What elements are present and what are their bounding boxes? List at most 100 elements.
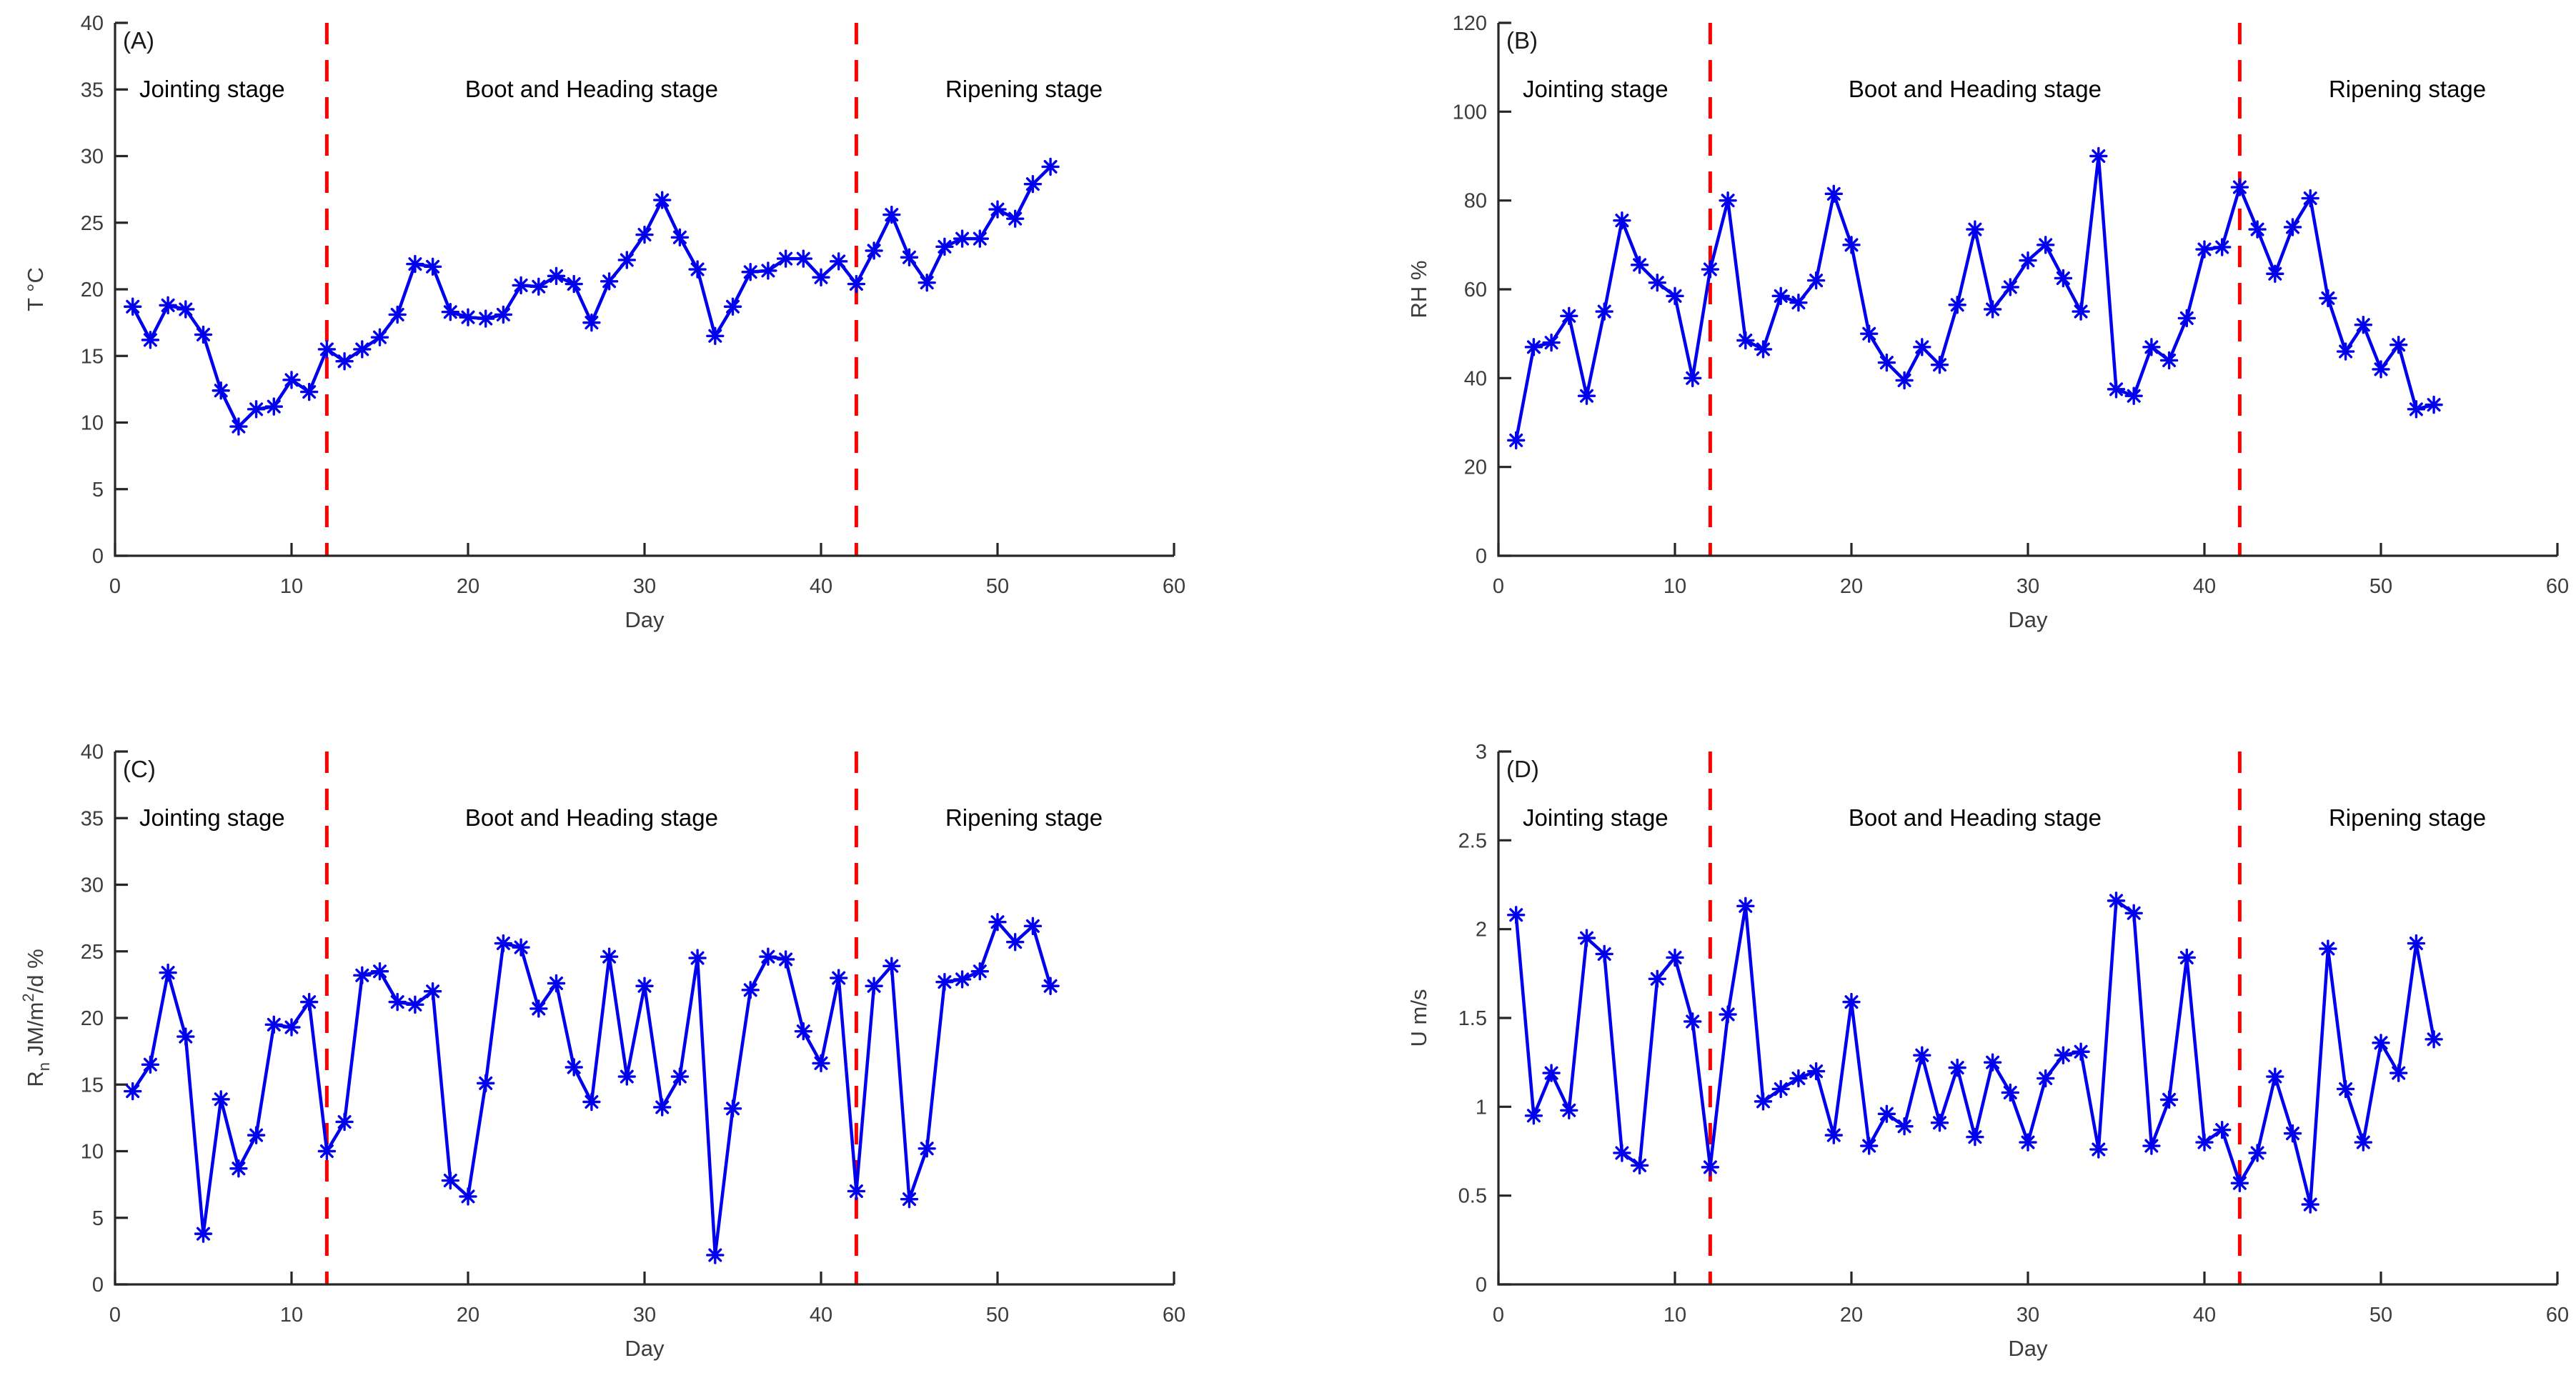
y-tick-label: 0 <box>92 1274 104 1297</box>
x-tick-label: 0 <box>1493 575 1504 598</box>
y-tick-label: 30 <box>81 874 104 897</box>
y-tick-label: 30 <box>81 146 104 169</box>
x-tick-label: 50 <box>986 575 1009 598</box>
y-tick-label: 120 <box>1453 12 1487 35</box>
y-tick-label: 35 <box>81 79 104 101</box>
x-tick-label: 20 <box>457 1304 479 1327</box>
x-tick-label: 0 <box>109 575 121 598</box>
panel-d-windspeed-chart: 0 0.5 1 1.5 2 2.5 3 0 10 20 30 40 50 60 Day U m/s Jointi… <box>1383 729 2576 1378</box>
x-tick-label: 50 <box>986 1304 1009 1327</box>
y-tick-label: 5 <box>92 479 104 501</box>
stage-label: Boot and Heading stage <box>1849 804 2102 831</box>
stage-label: Jointing stage <box>1523 804 1669 831</box>
panel-letter: (D) <box>1506 756 1539 782</box>
x-tick-label: 40 <box>2193 1304 2216 1327</box>
stage-label: Ripening stage <box>945 804 1103 831</box>
data-line <box>1514 154 2435 441</box>
x-axis-label: Day <box>625 1336 665 1361</box>
data-line <box>1514 899 2436 1207</box>
y-axis-label: Rn JM/m2/d % <box>19 949 53 1087</box>
stage-label: Jointing stage <box>139 76 285 102</box>
data-point-markers <box>1507 146 2443 450</box>
x-tick-label: 50 <box>2369 1304 2392 1327</box>
stage-label: Boot and Heading stage <box>465 76 718 102</box>
data-point-markers <box>124 913 1060 1264</box>
x-tick-label: 30 <box>2016 1304 2039 1327</box>
stage-label: Ripening stage <box>2329 76 2486 102</box>
y-tick-label: 1 <box>1476 1096 1487 1119</box>
y-tick-label: 40 <box>81 12 104 35</box>
y-tick-label: 2.5 <box>1458 829 1487 852</box>
panel-c-svg: 0 5 10 15 20 25 30 35 40 0 10 20 30 40 50 60 Day Rn JM/m2… <box>19 741 1185 1361</box>
x-tick-label: 10 <box>280 575 303 598</box>
x-tick-label: 40 <box>810 1304 832 1327</box>
y-tick-label: 20 <box>81 1007 104 1030</box>
y-tick-label: 5 <box>92 1207 104 1230</box>
y-tick-label: 25 <box>81 941 104 964</box>
data-point-markers <box>124 157 1060 436</box>
y-tick-label: 80 <box>1464 190 1487 213</box>
x-tick-label: 20 <box>1840 575 1863 598</box>
x-tick-label: 0 <box>1493 1304 1504 1327</box>
y-tick-label: 0 <box>92 545 104 568</box>
x-tick-label: 30 <box>633 575 656 598</box>
panel-letter: (A) <box>123 27 154 54</box>
panel-b-svg: 0 20 40 60 80 100 120 0 10 20 30 40 50 60 Day RH % Joint… <box>1406 12 2569 632</box>
x-tick-label: 30 <box>2016 575 2039 598</box>
stage-label: Ripening stage <box>945 76 1103 102</box>
y-tick-label: 20 <box>1464 456 1487 479</box>
x-tick-label: 30 <box>633 1304 656 1327</box>
x-tick-label: 10 <box>1664 1304 1686 1327</box>
x-tick-label: 60 <box>1163 1304 1185 1327</box>
y-tick-label: 3 <box>1476 741 1487 764</box>
y-tick-label: 35 <box>81 807 104 830</box>
y-tick-label: 10 <box>81 1141 104 1164</box>
x-tick-label: 60 <box>2546 575 2569 598</box>
data-line <box>131 920 1053 1257</box>
x-tick-label: 40 <box>2193 575 2216 598</box>
x-tick-label: 10 <box>1664 575 1686 598</box>
x-tick-label: 60 <box>2546 1304 2569 1327</box>
panel-b-humidity-chart: 0 20 40 60 80 100 120 0 10 20 30 40 50 60 Day RH % Joint… <box>1383 0 2576 649</box>
panel-c-radiation-chart: 0 5 10 15 20 25 30 35 40 0 10 20 30 40 50 60 Day Rn JM/m2… <box>0 729 1193 1378</box>
x-tick-label: 40 <box>810 575 832 598</box>
y-tick-label: 15 <box>81 1074 104 1097</box>
panel-a-temperature-chart: 0 5 10 15 20 25 30 35 40 0 10 20 30 40 50 60 Day T °C Join… <box>0 0 1193 649</box>
y-tick-label: 25 <box>81 212 104 235</box>
panel-letter: (B) <box>1506 27 1538 54</box>
y-tick-label: 10 <box>81 412 104 435</box>
stage-label: Jointing stage <box>139 804 285 831</box>
axes <box>1497 752 2557 1286</box>
y-tick-label: 60 <box>1464 279 1487 301</box>
y-tick-label: 40 <box>81 741 104 764</box>
y-axis-label: RH % <box>1406 261 1431 319</box>
stage-label: Boot and Heading stage <box>1849 76 2102 102</box>
x-tick-label: 20 <box>457 575 479 598</box>
y-tick-label: 20 <box>81 279 104 301</box>
y-axis-label: U m/s <box>1406 989 1431 1047</box>
y-tick-label: 100 <box>1453 101 1487 124</box>
y-tick-label: 1.5 <box>1458 1007 1487 1030</box>
y-tick-label: 0.5 <box>1458 1185 1487 1208</box>
data-line <box>131 165 1052 429</box>
stage-label: Ripening stage <box>2329 804 2486 831</box>
x-tick-label: 0 <box>109 1304 121 1327</box>
panel-letter: (C) <box>123 756 156 782</box>
panel-a-svg: 0 5 10 15 20 25 30 35 40 0 10 20 30 40 50 60 Day T °C Join… <box>23 12 1185 632</box>
y-tick-label: 15 <box>81 345 104 368</box>
y-tick-label: 0 <box>1476 1274 1487 1297</box>
x-axis-label: Day <box>2008 607 2048 632</box>
y-tick-label: 0 <box>1476 545 1487 568</box>
x-tick-label: 60 <box>1163 575 1185 598</box>
axes <box>114 23 1174 557</box>
x-tick-label: 10 <box>280 1304 303 1327</box>
y-tick-label: 2 <box>1476 919 1487 942</box>
x-axis-label: Day <box>625 607 665 632</box>
x-tick-label: 50 <box>2369 575 2392 598</box>
x-tick-label: 20 <box>1840 1304 1863 1327</box>
stage-label: Jointing stage <box>1523 76 1669 102</box>
y-axis-label: T °C <box>23 267 48 311</box>
x-axis-label: Day <box>2008 1336 2048 1361</box>
